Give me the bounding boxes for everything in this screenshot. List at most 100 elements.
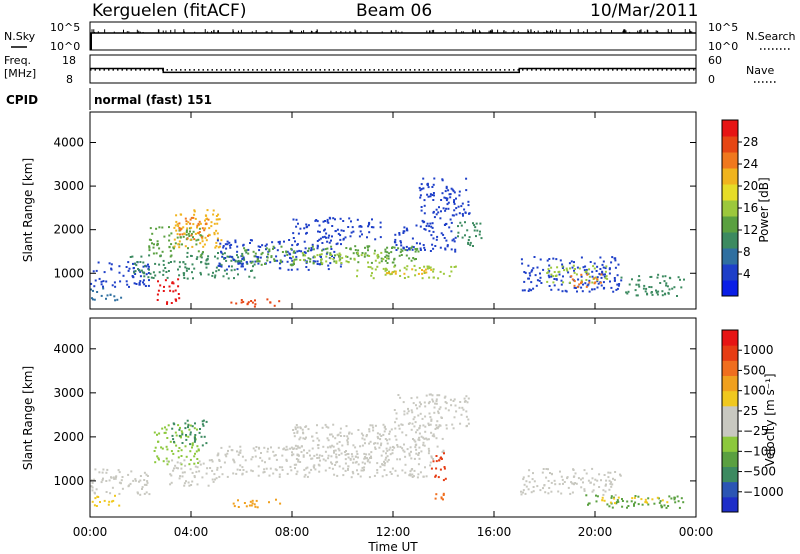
data-cell: [364, 442, 366, 445]
data-cell: [603, 499, 606, 502]
data-cell: [287, 268, 290, 271]
data-cell: [626, 292, 629, 295]
data-cell: [345, 255, 347, 258]
data-cell: [614, 259, 617, 262]
data-cell: [585, 279, 588, 281]
data-cell: [562, 275, 564, 278]
data-cell: [216, 468, 219, 471]
data-cell: [383, 426, 386, 429]
data-cell: [304, 247, 307, 250]
data-cell: [446, 197, 449, 200]
data-cell: [370, 451, 373, 454]
data-cell: [296, 430, 299, 433]
data-cell: [100, 481, 103, 484]
data-cell: [202, 251, 204, 254]
data-cell: [165, 428, 168, 431]
data-cell: [216, 237, 219, 240]
data-cell: [176, 223, 179, 226]
data-cell: [574, 268, 576, 270]
data-cell: [105, 491, 108, 493]
data-cell: [251, 269, 254, 272]
data-cell: [176, 461, 179, 464]
colorbar-segment: [722, 405, 738, 422]
data-cell: [102, 287, 105, 290]
data-cell: [374, 268, 377, 271]
data-cell: [329, 445, 332, 448]
data-cell: [398, 233, 401, 236]
data-cell: [406, 249, 409, 252]
data-cell: [325, 425, 328, 428]
colorbar-segment: [722, 120, 738, 137]
data-cell: [248, 504, 251, 507]
data-cell: [366, 254, 369, 257]
data-cell: [385, 254, 388, 257]
data-cell: [142, 281, 144, 284]
data-cell: [585, 272, 588, 275]
data-cell: [394, 233, 397, 236]
data-cell: [604, 484, 607, 487]
data-cell: [398, 427, 401, 430]
data-cell: [553, 284, 556, 287]
data-cell: [414, 274, 417, 277]
data-cell: [167, 261, 170, 264]
data-cell: [240, 301, 243, 304]
data-cell: [109, 492, 112, 495]
data-cell: [352, 252, 355, 255]
data-cell: [302, 437, 305, 440]
data-cell: [212, 213, 215, 216]
sky-right-tick-bottom: 10^0: [708, 40, 738, 53]
data-cell: [198, 231, 201, 233]
data-cell: [661, 294, 664, 297]
data-cell: [422, 441, 425, 444]
data-cell: [181, 433, 184, 436]
data-cell: [241, 473, 244, 476]
data-cell: [169, 483, 172, 486]
data-cell: [292, 251, 295, 254]
data-cell: [380, 251, 383, 254]
data-cell: [344, 458, 347, 461]
data-cell: [647, 497, 650, 500]
data-cell: [528, 469, 531, 472]
data-cell: [339, 217, 342, 220]
data-cell: [172, 438, 175, 441]
data-cell: [395, 438, 398, 441]
data-cell: [343, 435, 346, 437]
y-tick-label: 4000: [53, 342, 84, 356]
data-cell: [294, 467, 296, 470]
data-cell: [212, 480, 215, 483]
data-cell: [292, 255, 294, 258]
data-cell: [213, 473, 216, 476]
data-cell: [139, 280, 142, 283]
data-cell: [364, 462, 366, 465]
data-cell: [389, 273, 392, 276]
data-cell: [348, 217, 351, 220]
data-cell: [177, 225, 180, 227]
data-cell: [163, 285, 165, 288]
data-cell: [617, 496, 620, 499]
data-cell: [357, 463, 360, 466]
data-cell: [646, 293, 649, 296]
search-right-label: N.Search: [746, 30, 796, 43]
data-cell: [520, 493, 523, 496]
data-cell: [336, 442, 339, 445]
data-cell: [213, 233, 216, 236]
data-cell: [452, 400, 455, 402]
data-cell: [445, 424, 448, 427]
data-cell: [372, 277, 375, 280]
data-cell: [349, 257, 352, 260]
data-cell: [433, 411, 436, 414]
data-cell: [368, 461, 371, 464]
data-cell: [414, 250, 417, 253]
data-cell: [233, 461, 236, 464]
data-cell: [610, 261, 613, 264]
data-cell: [406, 412, 409, 415]
data-cell: [577, 278, 580, 281]
data-cell: [644, 498, 647, 501]
data-cell: [327, 264, 330, 267]
data-cell: [634, 289, 637, 292]
data-cell: [200, 256, 203, 259]
data-cell: [419, 194, 422, 197]
data-cell: [435, 460, 438, 463]
data-cell: [454, 250, 457, 253]
